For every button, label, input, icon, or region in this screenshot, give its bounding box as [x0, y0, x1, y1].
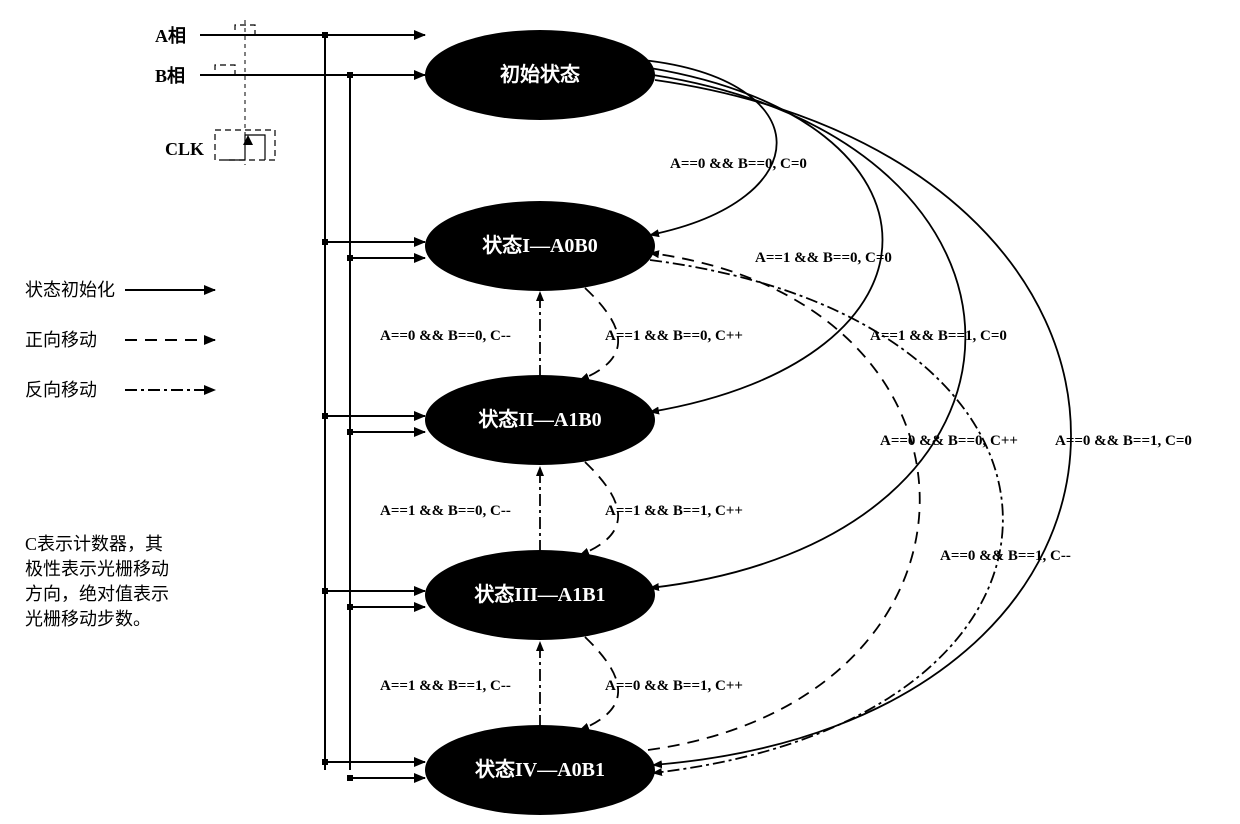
legend-init-label: 状态初始化 [25, 280, 115, 300]
edge-r21: A==0 && B==0, C-- [380, 328, 511, 344]
edge-f41: A==0 && B==0, C++ [880, 433, 1018, 449]
note: C表示计数器，其 极性表示光栅移动 方向，绝对值表示 光栅移动步数。 [25, 534, 169, 629]
state-s4-label: 状态IV—A0B1 [475, 757, 605, 781]
signal-block: A相 B相 CLK [155, 20, 425, 165]
edge-r32: A==1 && B==0, C-- [380, 503, 511, 519]
signal-a-label: A相 [155, 26, 186, 46]
edge-r43: A==1 && B==1, C-- [380, 678, 511, 694]
legend-reverse-label: 反向移动 [25, 380, 97, 400]
edge-t01: A==0 && B==0, C=0 [670, 156, 807, 172]
state-s3: 状态III—A1B1 [425, 550, 655, 640]
edge-t04: A==0 && B==1, C=0 [1055, 433, 1192, 449]
note-line-3: 光栅移动步数。 [25, 609, 151, 629]
edge-t03: A==1 && B==1, C=0 [870, 328, 1007, 344]
edge-r14: A==0 && B==1, C-- [940, 548, 1071, 564]
note-line-0: C表示计数器，其 [25, 534, 163, 554]
legend: 状态初始化 正向移动 反向移动 [25, 280, 215, 400]
edge-f23: A==1 && B==1, C++ [605, 503, 743, 519]
state-s2-label: 状态II—A1B0 [478, 407, 601, 431]
state-s3-label: 状态III—A1B1 [474, 582, 605, 606]
state-s4: 状态IV—A0B1 [425, 725, 655, 815]
note-line-2: 方向，绝对值表示 [25, 584, 169, 604]
state-diagram: A相 B相 CLK 状态初始化 正 [0, 0, 1240, 824]
note-line-1: 极性表示光栅移动 [25, 559, 169, 579]
state-s1-label: 状态I—A0B0 [482, 233, 598, 257]
state-s1: 状态I—A0B0 [425, 201, 655, 291]
edge-t02: A==1 && B==0, C=0 [755, 250, 892, 266]
signal-b-label: B相 [155, 66, 185, 86]
state-s2: 状态II—A1B0 [425, 375, 655, 465]
state-s0-label: 初始状态 [500, 62, 580, 86]
signal-clk-label: CLK [165, 139, 204, 159]
input-bus [325, 35, 425, 778]
state-s0: 初始状态 [425, 30, 655, 120]
edge-f34: A==0 && B==1, C++ [605, 678, 743, 694]
edge-f12: A==1 && B==0, C++ [605, 328, 743, 344]
legend-forward-label: 正向移动 [25, 330, 97, 350]
